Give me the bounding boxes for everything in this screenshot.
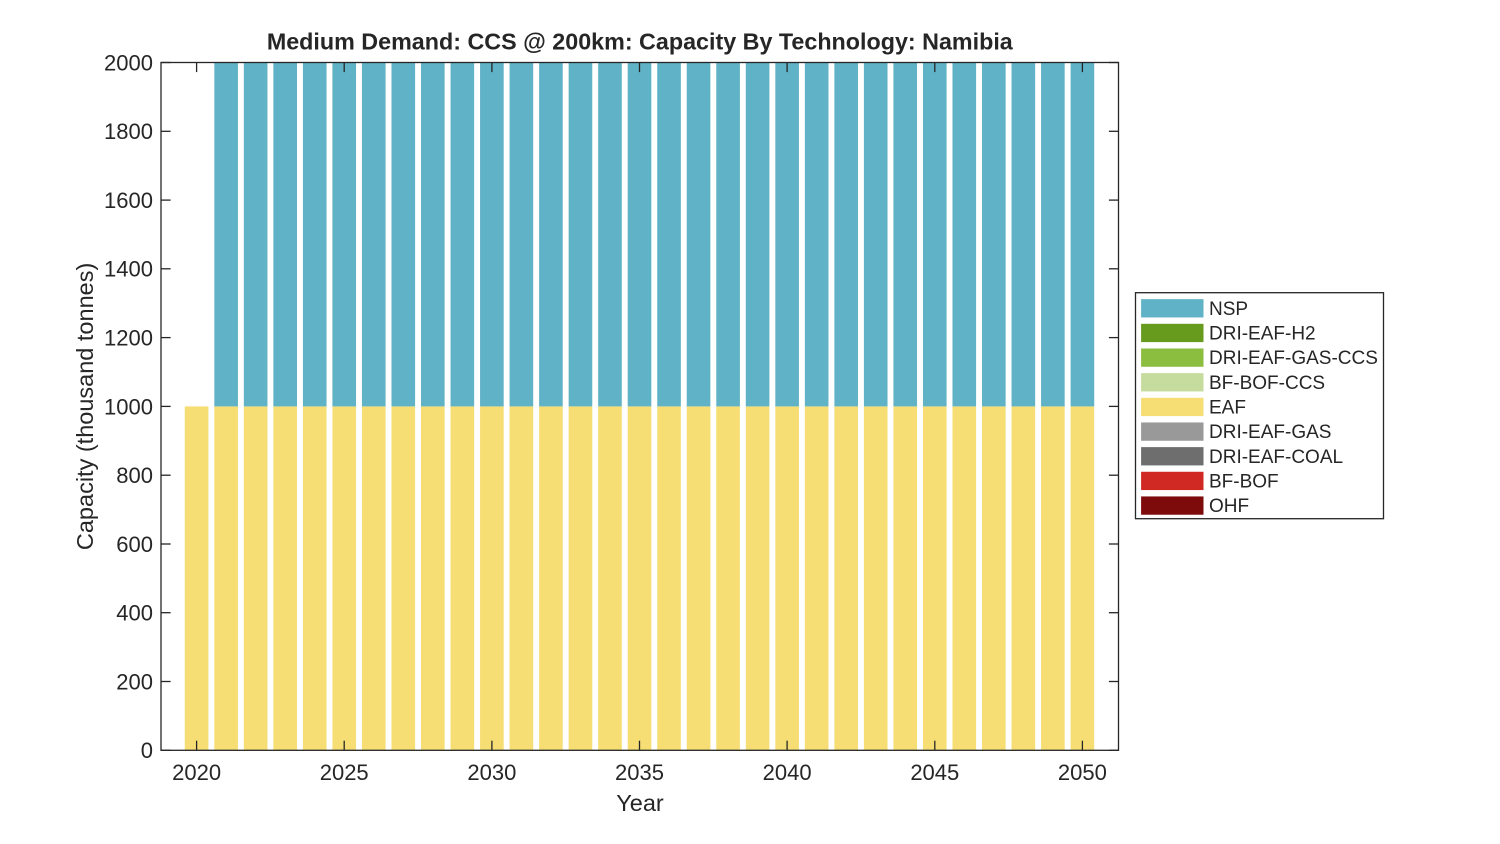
svg-text:DRI-EAF-COAL: DRI-EAF-COAL [1209,447,1343,468]
svg-text:1800: 1800 [104,119,153,144]
svg-text:1600: 1600 [104,188,153,213]
svg-text:2045: 2045 [910,760,959,785]
svg-text:0: 0 [141,738,153,763]
svg-text:2025: 2025 [320,760,369,785]
svg-text:2020: 2020 [172,760,221,785]
svg-text:DRI-EAF-H2: DRI-EAF-H2 [1209,323,1316,344]
svg-text:400: 400 [116,601,153,626]
svg-text:Year: Year [616,790,664,816]
svg-text:600: 600 [116,532,153,557]
svg-text:1200: 1200 [104,326,153,351]
svg-text:NSP: NSP [1209,299,1248,320]
svg-text:Medium Demand: CCS @ 200km: Ca: Medium Demand: CCS @ 200km: Capacity By … [267,29,1014,55]
svg-text:2035: 2035 [615,760,664,785]
svg-text:2050: 2050 [1058,760,1107,785]
svg-text:2040: 2040 [763,760,812,785]
svg-text:DRI-EAF-GAS-CCS: DRI-EAF-GAS-CCS [1209,348,1378,369]
svg-text:BF-BOF-CCS: BF-BOF-CCS [1209,373,1325,394]
svg-text:1000: 1000 [104,394,153,419]
svg-text:200: 200 [116,669,153,694]
svg-text:EAF: EAF [1209,397,1246,418]
svg-text:OHF: OHF [1209,496,1249,517]
svg-text:800: 800 [116,463,153,488]
svg-text:DRI-EAF-GAS: DRI-EAF-GAS [1209,422,1331,443]
svg-text:1400: 1400 [104,257,153,282]
svg-text:Capacity (thousand tonnes): Capacity (thousand tonnes) [72,263,98,550]
svg-text:2000: 2000 [104,50,153,75]
svg-text:2030: 2030 [467,760,516,785]
svg-text:BF-BOF: BF-BOF [1209,471,1279,492]
